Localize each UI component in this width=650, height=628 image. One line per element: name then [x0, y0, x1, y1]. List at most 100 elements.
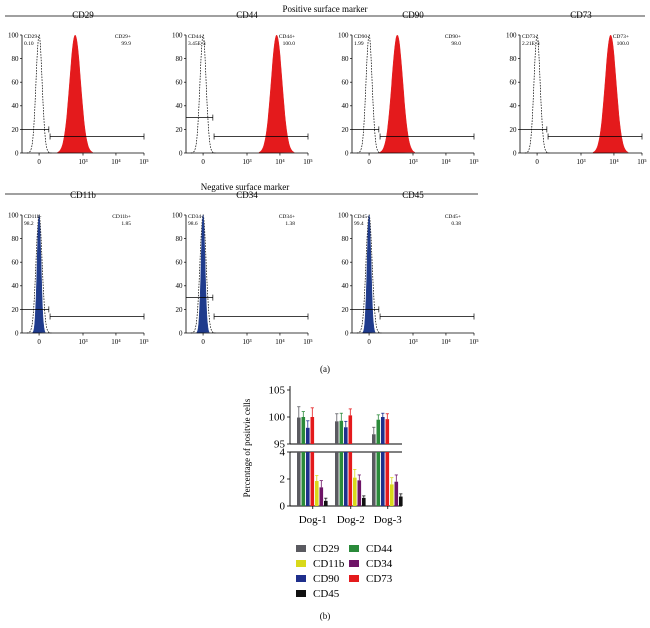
y-tick-label: 95 [274, 439, 286, 451]
bar-CD34-Dog-1 [319, 480, 324, 506]
y-tick-label: 40 [12, 102, 20, 110]
bar-upper-segment [297, 417, 301, 444]
bar-CD90-Dog-3 [381, 412, 385, 506]
x-tick-label: 10³ [242, 338, 251, 346]
positive-gate-label: CD29+ [115, 34, 131, 40]
y-tick-label: 0 [179, 329, 183, 337]
y-tick-label: 100 [8, 31, 19, 39]
histogram-title: CD29 [72, 10, 94, 20]
positive-gate-label: CD11b+ [112, 214, 131, 220]
bar-CD44-Dog-3 [376, 414, 381, 506]
isotype-control-curve [356, 34, 382, 154]
positive-gate-percent: 100.0 [617, 41, 630, 47]
y-tick-label: 100 [172, 31, 183, 39]
x-tick-label: 0 [367, 158, 371, 166]
y-tick-label: 60 [176, 79, 184, 87]
x-tick-label: Dog-2 [337, 514, 365, 526]
bar-CD90-Dog-1 [306, 420, 310, 506]
bar-CD29-Dog-1 [297, 406, 301, 506]
bar-upper-segment [344, 427, 348, 444]
bar [357, 480, 362, 506]
y-tick-label: 60 [510, 79, 518, 87]
positive-gate-label: CD90+ [445, 34, 461, 40]
positive-gate-label: CD73+ [613, 34, 629, 40]
isotype-control-curve [524, 34, 550, 154]
bar-lower-segment [385, 452, 390, 506]
x-tick-label: 0 [367, 338, 371, 346]
y-tick-label: 0 [280, 501, 286, 513]
y-tick-label: 0 [513, 149, 517, 157]
bar-lower-segment [310, 452, 315, 506]
bar [319, 487, 324, 506]
x-tick-label: Dog-3 [374, 514, 403, 526]
x-tick-label: 0 [37, 338, 41, 346]
bar-upper-segment [348, 415, 353, 444]
y-axis-label: Percentage of positvie cells [242, 398, 252, 497]
negative-gate-label: CD29- [24, 34, 39, 40]
y-tick-label: 40 [176, 282, 184, 290]
y-tick-label: 20 [342, 306, 350, 314]
stained-population-peak [592, 34, 629, 154]
y-tick-label: 4 [280, 447, 286, 459]
isotype-control-curve [26, 34, 52, 154]
x-tick-label: 10³ [78, 338, 87, 346]
bar-CD44-Dog-2 [339, 412, 344, 506]
legend-entry-CD90: CD90 [296, 573, 340, 585]
stained-population-peak [57, 34, 93, 154]
y-tick-label: 80 [510, 55, 518, 63]
bar-lower-segment [344, 452, 348, 506]
y-tick-label: 40 [510, 102, 518, 110]
y-tick-label: 40 [342, 102, 350, 110]
x-tick-label: 0 [535, 158, 539, 166]
y-tick-label: 100 [506, 31, 517, 39]
panel-b-label: (b) [320, 611, 331, 621]
y-tick-label: 20 [176, 306, 184, 314]
negative-gate-label: CD11b- [24, 214, 42, 220]
histogram-CD44: CD44 100 80 60 40 20 0 0 10³ 10⁴ 10⁵ CD44-3.45E-3 CD… [172, 10, 313, 166]
legend-label: CD45 [313, 588, 340, 600]
negative-gate-label: CD45- [354, 214, 369, 220]
bar-CD34-Dog-3 [394, 474, 399, 506]
legend-label: CD11b [313, 558, 345, 570]
x-tick-label: 0 [201, 338, 205, 346]
bar-upper-segment [301, 417, 306, 444]
x-tick-label: 10⁴ [441, 338, 451, 346]
bar [399, 496, 403, 506]
negative-gate-label: CD44- [188, 34, 203, 40]
bar-upper-segment [372, 434, 376, 444]
y-tick-label: 20 [12, 126, 20, 134]
stained-population-peak [258, 34, 295, 154]
positive-gate-percent: 99.9 [121, 41, 131, 47]
bar-lower-segment [301, 452, 306, 506]
y-tick-label: 60 [12, 79, 20, 87]
negative-gate-percent: 99.4 [354, 221, 364, 227]
y-tick-label: 105 [269, 385, 286, 397]
y-tick-label: 60 [176, 259, 184, 267]
bar-CD11b-Dog-2 [353, 469, 357, 506]
legend-label: CD29 [313, 543, 340, 555]
legend-swatch [349, 545, 359, 552]
stained-population-peak [32, 214, 46, 334]
bar-upper-segment [385, 419, 390, 444]
x-tick-label: 10⁵ [303, 158, 313, 166]
x-tick-label: 10⁵ [303, 338, 313, 346]
bar [390, 484, 394, 506]
bar [353, 477, 357, 506]
bar-CD29-Dog-3 [372, 426, 376, 506]
x-tick-label: 0 [37, 158, 41, 166]
legend-label: CD90 [313, 573, 340, 585]
negative-gate-percent: 0.10 [24, 41, 34, 47]
y-tick-label: 60 [12, 259, 20, 267]
y-tick-label: 100 [269, 412, 286, 424]
bar-CD11b-Dog-3 [390, 477, 394, 506]
histogram-title: CD45 [402, 190, 424, 200]
histogram-title: CD11b [70, 190, 96, 200]
bar-upper-segment [335, 421, 339, 444]
stained-population-peak [196, 214, 210, 334]
histogram-title: CD44 [236, 10, 258, 20]
bar [394, 481, 399, 506]
bar-CD29-Dog-2 [335, 413, 339, 506]
x-tick-label: 10⁵ [469, 158, 479, 166]
histogram-CD34: CD34 100 80 60 40 20 0 0 10³ 10⁴ 10⁵ CD34-98.6 CD34+… [172, 190, 313, 346]
legend-swatch [296, 545, 306, 552]
